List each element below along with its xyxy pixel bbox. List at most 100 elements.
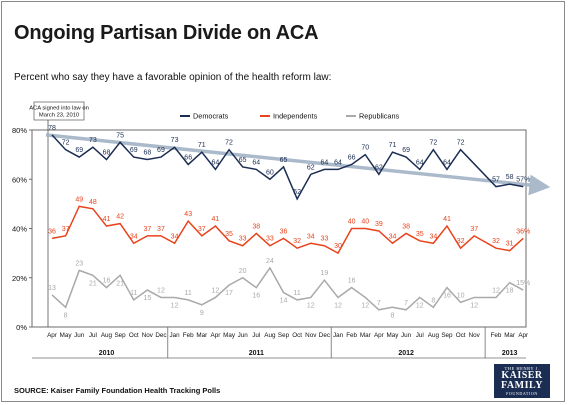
data-label: 39 xyxy=(375,221,383,228)
data-label: 36 xyxy=(48,228,56,235)
x-tick-label: Feb xyxy=(183,332,194,339)
data-label: 71 xyxy=(198,142,206,149)
series-line-republicans xyxy=(51,266,524,311)
data-label: 10 xyxy=(457,292,465,299)
y-tick-label: 40% xyxy=(12,225,27,234)
data-label: 62 xyxy=(307,164,315,171)
data-label: 18 xyxy=(506,288,514,295)
data-label: 41 xyxy=(212,216,220,223)
data-label: 32 xyxy=(293,238,301,245)
x-tick-label: Aug xyxy=(264,332,276,339)
data-label: 68 xyxy=(143,150,151,157)
data-label: 64 xyxy=(334,159,342,166)
year-label: 2011 xyxy=(249,350,264,357)
year-label: 2010 xyxy=(99,350,115,357)
x-tick-label: Oct xyxy=(292,332,302,339)
data-label: 37 xyxy=(157,226,165,233)
x-tick-label: Nov xyxy=(469,332,481,339)
data-label: 72 xyxy=(429,140,437,147)
data-label: 31 xyxy=(506,241,514,248)
x-tick-label: Jul xyxy=(252,332,260,339)
data-label: 41 xyxy=(443,216,451,223)
data-label: 35 xyxy=(416,231,424,238)
data-label: 42 xyxy=(116,214,124,221)
data-label: 38 xyxy=(402,223,410,230)
data-label: 49 xyxy=(75,196,83,203)
data-label: 9 xyxy=(200,310,204,317)
x-tick-label: Jul xyxy=(89,332,97,339)
data-label: 78 xyxy=(48,125,56,132)
data-label: 36% xyxy=(516,228,530,235)
data-label: 7 xyxy=(404,300,408,307)
data-label: 21 xyxy=(116,280,124,287)
data-label: 72 xyxy=(457,140,465,147)
x-tick-label: Jun xyxy=(74,332,85,339)
data-label: 12 xyxy=(157,287,165,294)
y-tick-label: 60% xyxy=(12,175,27,184)
data-label: 69 xyxy=(130,147,138,154)
data-label: 43 xyxy=(184,211,192,218)
data-label: 19 xyxy=(321,270,329,277)
chart-title: Ongoing Partisan Divide on ACA xyxy=(14,22,319,44)
x-tick-label: Aug xyxy=(428,332,440,339)
data-label: 34 xyxy=(130,233,138,240)
data-label: 57% xyxy=(516,177,530,184)
year-label: 2012 xyxy=(398,350,414,357)
data-label: 34 xyxy=(429,233,437,240)
data-label: 33 xyxy=(239,236,247,243)
x-tick-label: Sep xyxy=(441,332,453,339)
data-label: 40 xyxy=(348,219,356,226)
data-label: 38 xyxy=(252,223,260,230)
data-label: 69 xyxy=(157,147,165,154)
x-tick-label: May xyxy=(387,332,400,339)
y-tick-label: 80% xyxy=(12,126,27,135)
x-tick-label: Aug xyxy=(101,332,113,339)
annotation-text: March 23, 2010 xyxy=(39,113,79,119)
x-tick-label: May xyxy=(223,332,236,339)
data-label: 16 xyxy=(348,278,356,285)
x-tick-label: Jan xyxy=(170,332,181,339)
chart-subtitle: Percent who say they have a favorable op… xyxy=(14,72,332,83)
data-label: 17 xyxy=(225,290,233,297)
data-label: 68 xyxy=(103,150,111,157)
data-label: 23 xyxy=(75,260,83,267)
data-label: 12 xyxy=(492,287,500,294)
x-tick-label: Apr xyxy=(211,332,221,339)
data-label: 8 xyxy=(431,297,435,304)
data-label: 33 xyxy=(266,236,274,243)
data-label: 40 xyxy=(361,219,369,226)
data-label: 36 xyxy=(280,228,288,235)
data-label: 30 xyxy=(334,243,342,250)
source-note: SOURCE: Kaiser Family Foundation Health … xyxy=(14,386,221,395)
data-label: 11 xyxy=(130,290,137,297)
x-tick-label: Jul xyxy=(416,332,424,339)
data-label: 64 xyxy=(416,159,424,166)
x-tick-label: Mar xyxy=(360,332,371,339)
data-label: 13 xyxy=(48,285,56,292)
data-label: 37 xyxy=(143,226,151,233)
data-label: 33 xyxy=(321,236,329,243)
data-label: 64 xyxy=(212,159,220,166)
x-tick-label: Nov xyxy=(305,332,317,339)
data-label: 12 xyxy=(470,302,478,309)
y-tick-label: 20% xyxy=(12,274,27,283)
data-label: 35 xyxy=(225,231,233,238)
data-label: 16 xyxy=(103,278,111,285)
x-tick-label: Apr xyxy=(518,332,528,339)
data-label: 16 xyxy=(252,293,260,300)
data-label: 15% xyxy=(516,280,530,287)
data-label: 73 xyxy=(171,137,179,144)
data-label: 15 xyxy=(143,295,151,302)
kff-logo: THE HENRY J. KAISER FAMILY FOUNDATION xyxy=(494,364,550,398)
x-tick-label: May xyxy=(60,332,73,339)
data-label: 48 xyxy=(89,199,97,206)
data-label: 11 xyxy=(294,290,301,297)
data-label: 37 xyxy=(470,226,478,233)
series-line-democrats xyxy=(51,134,524,201)
data-label: 58 xyxy=(506,174,514,181)
annotation-text: ACA signed into law on xyxy=(29,106,89,112)
x-tick-label: Sep xyxy=(114,332,126,339)
series-line-independents xyxy=(51,205,524,255)
